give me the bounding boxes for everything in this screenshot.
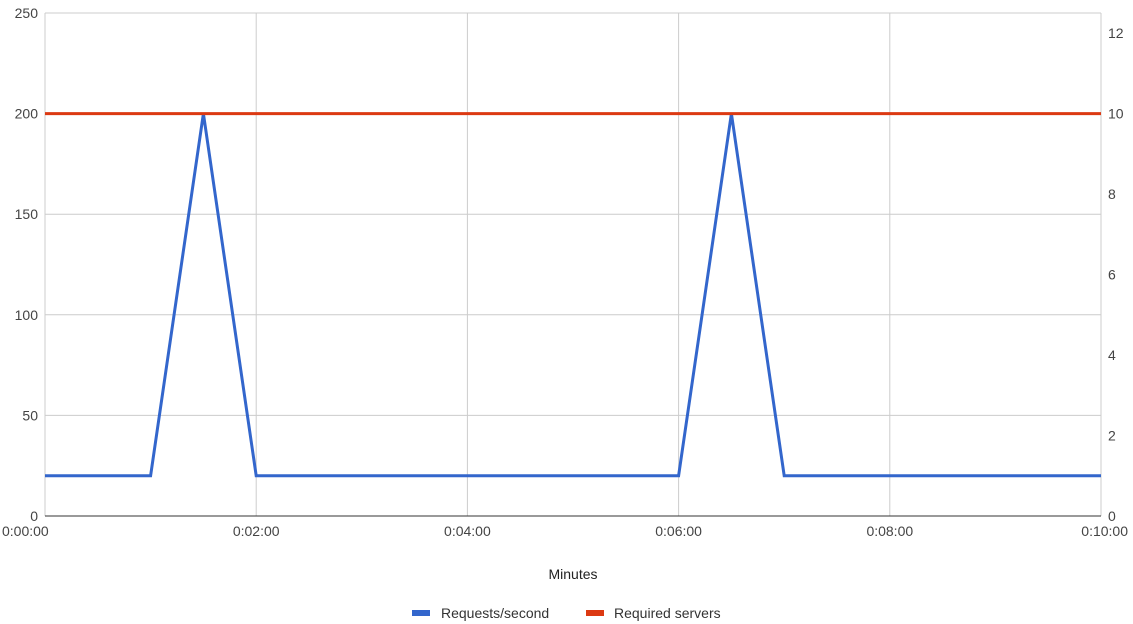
y-right-tick-label: 4 [1108,347,1116,363]
legend: Requests/second Required servers [412,605,721,621]
x-axis-title: Minutes [548,566,597,582]
y-right-tick-label: 10 [1108,106,1124,122]
legend-swatch [586,610,604,616]
x-tick-label: 0:00:00 [2,523,49,539]
y-right-tick-label: 2 [1108,428,1116,444]
y-right-tick-label: 6 [1108,267,1116,283]
legend-label: Required servers [614,605,721,621]
legend-label: Requests/second [441,605,549,621]
x-tick-label: 0:02:00 [233,523,280,539]
y-left-tick-label: 150 [15,206,39,222]
y-left-tick-label: 200 [15,106,39,122]
series-lines [45,112,1101,478]
grid-lines [44,12,1102,517]
y-left-tick-label: 50 [22,407,38,423]
y-right-tick-label: 12 [1108,25,1124,41]
y-left-tick-label: 0 [30,508,38,524]
legend-swatch [412,610,430,616]
x-tick-label: 0:10:00 [1081,523,1128,539]
x-tick-label: 0:04:00 [444,523,491,539]
y-right-tick-label: 8 [1108,186,1116,202]
y-left-tick-label: 100 [15,307,39,323]
y-left-tick-label: 250 [15,5,39,21]
x-tick-label: 0:08:00 [866,523,913,539]
series-line-requests-per-second [45,113,1101,478]
y-right-tick-label: 0 [1108,508,1116,524]
x-tick-label: 0:06:00 [655,523,702,539]
